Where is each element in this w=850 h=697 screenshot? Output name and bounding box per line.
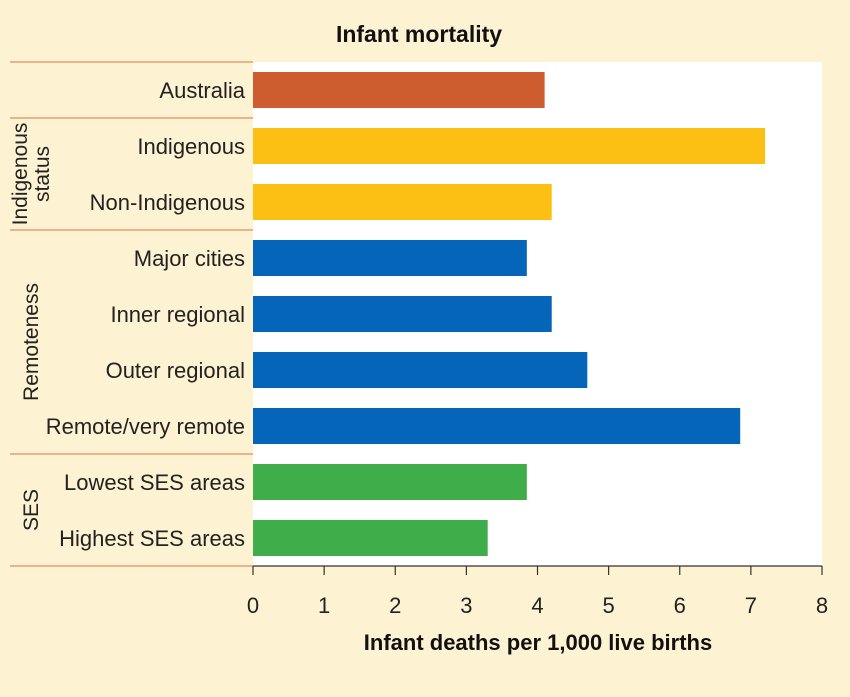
bar-inner-regional [253,296,552,332]
category-label-major-cities: Major cities [134,246,245,271]
bar-highest-ses-areas [253,520,488,556]
bar-indigenous [253,128,766,164]
category-label-inner-regional: Inner regional [110,302,245,327]
x-tick-label-5: 5 [603,593,615,618]
x-tick-label-0: 0 [247,593,259,618]
x-tick-label-2: 2 [389,593,401,618]
category-label-highest-ses-areas: Highest SES areas [59,526,245,551]
x-tick-label-3: 3 [460,593,472,618]
bars [253,72,766,556]
bar-remote-very-remote [253,408,741,444]
group-label-remoteness-0: Remoteness [20,283,43,401]
x-tick-label-1: 1 [318,593,330,618]
group-label-indigenous-status-1: status [31,146,54,202]
x-tick-label-8: 8 [816,593,828,618]
bar-major-cities [253,240,527,276]
category-labels: Australia Indigenous Non-Indigenous Major c… [46,78,246,551]
group-labels: Indigenous status Remoteness SES [9,123,54,531]
chart-title: Infant mortality [336,21,502,47]
category-label-outer-regional: Outer regional [106,358,245,383]
bar-non-indigenous [253,184,552,220]
category-label-remote-very-remote: Remote/very remote [46,414,245,439]
category-label-indigenous: Indigenous [137,134,245,159]
x-axis-label: Infant deaths per 1,000 live births [364,630,712,655]
category-label-australia: Australia [159,78,245,103]
category-label-lowest-ses-areas: Lowest SES areas [64,470,245,495]
group-label-indigenous-status-0: Indigenous [9,123,32,226]
category-label-non-indigenous: Non-Indigenous [90,190,245,215]
group-label-ses-0: SES [20,489,43,531]
x-tick-label-6: 6 [674,593,686,618]
bar-outer-regional [253,352,588,388]
x-tick-label-4: 4 [531,593,543,618]
bar-australia [253,72,545,108]
bar-lowest-ses-areas [253,464,527,500]
group-dividers [10,61,253,567]
x-axis: 0 1 2 3 4 5 6 7 8 [247,565,828,618]
x-tick-label-7: 7 [745,593,757,618]
